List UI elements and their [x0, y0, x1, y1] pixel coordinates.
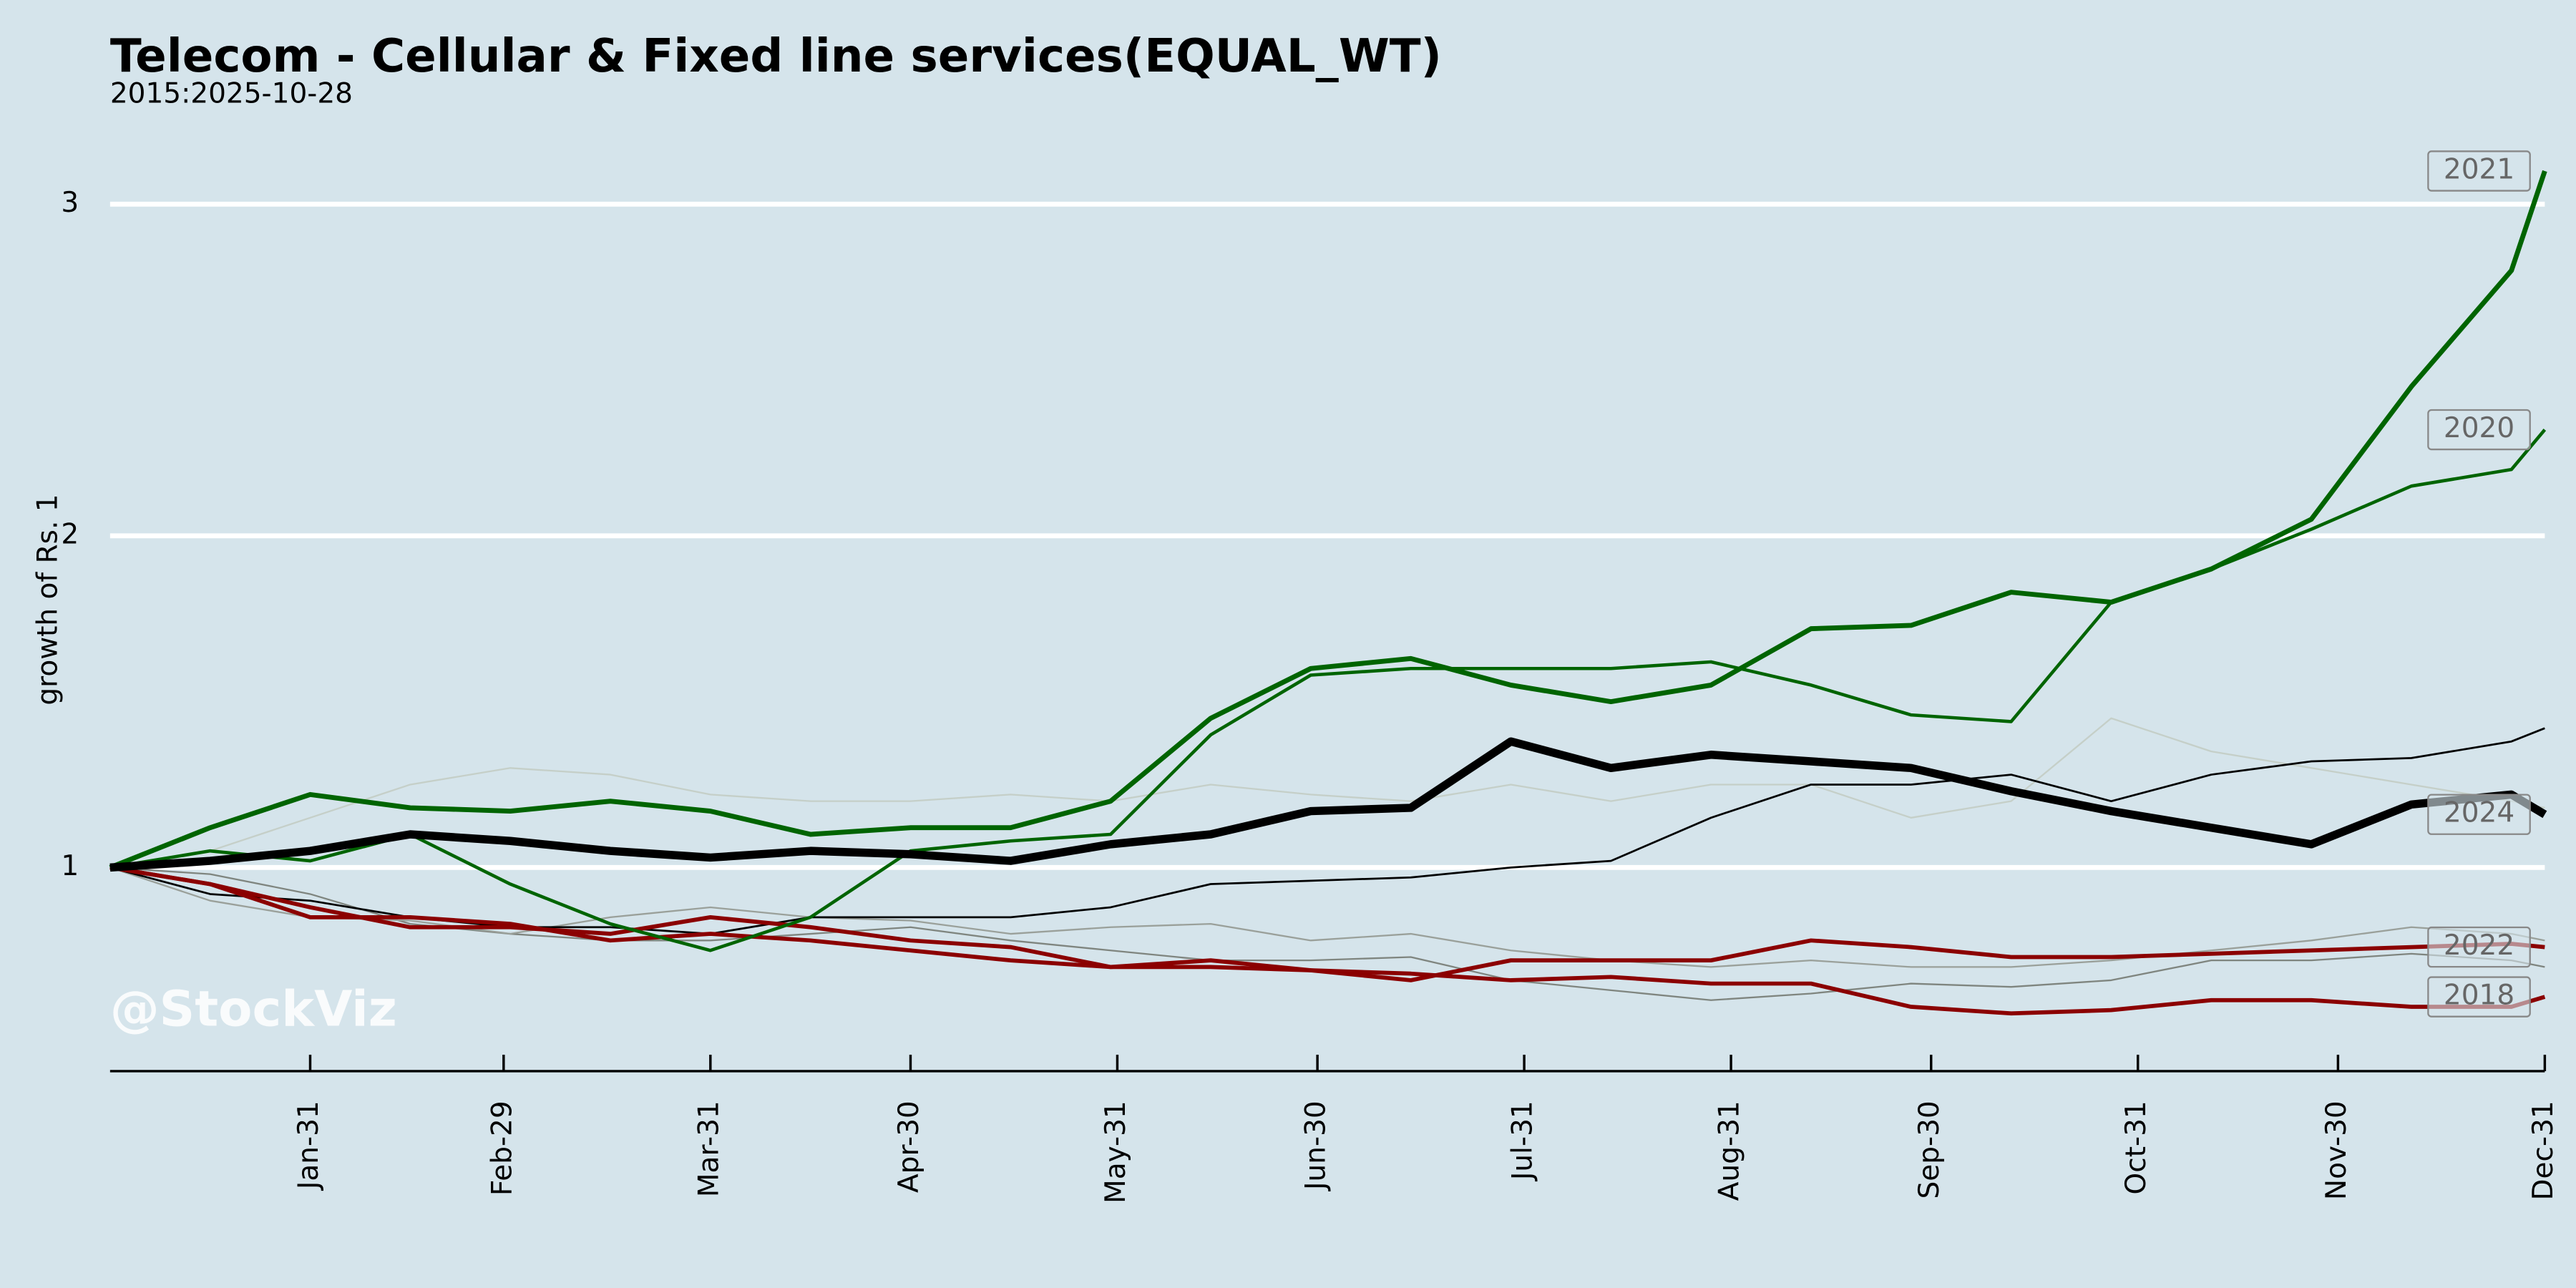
x-tick-label: Dec-31 [2527, 1101, 2560, 1200]
series-line [109, 737, 2547, 872]
x-tick-label: Jul-31 [1507, 1101, 1539, 1182]
x-tick-label: Oct-31 [2120, 1101, 2152, 1194]
x-tick-label: Feb-29 [486, 1101, 518, 1196]
series-line [109, 865, 2545, 982]
chart-title: Telecom - Cellular & Fixed line services… [110, 29, 1442, 83]
x-tick-label: Mar-31 [693, 1101, 725, 1197]
series-line [109, 717, 2545, 869]
x-tick-label: Aug-31 [1714, 1101, 1746, 1201]
watermark: @StockViz [110, 980, 397, 1038]
series-end-label: 2021 [2427, 150, 2531, 192]
x-tick-label: Jun-30 [1300, 1101, 1332, 1192]
series-end-label-box [2427, 926, 2531, 968]
y-tick-label: 3 [61, 187, 79, 219]
series-end-label-text: 2021 [2444, 153, 2514, 185]
series-end-label-text: 2020 [2444, 412, 2514, 444]
series-end-label: 2022 [2427, 926, 2531, 968]
series-end-label-box [2427, 409, 2531, 451]
series-line [109, 867, 2545, 1001]
y-tick-label: 1 [61, 850, 79, 882]
series-line [109, 867, 2545, 968]
x-tick-label: Apr-30 [893, 1101, 925, 1193]
series-end-label: 2024 [2427, 794, 2531, 835]
series-end-label-text: 2024 [2444, 797, 2514, 829]
series-end-label-box [2427, 976, 2531, 1018]
y-tick-label: 2 [61, 518, 79, 550]
x-tick-label: Nov-30 [2321, 1101, 2353, 1200]
series-end-label-box [2427, 150, 2531, 192]
series-line [109, 170, 2547, 870]
chart-subtitle: 2015:2025-10-28 [110, 78, 353, 110]
y-axis-label: growth of Rs. 1 [31, 494, 64, 705]
x-tick-label: May-31 [1100, 1101, 1132, 1204]
series-end-label: 2018 [2427, 976, 2531, 1018]
series-end-label: 2020 [2427, 409, 2531, 451]
x-tick-label: Jan-31 [293, 1101, 325, 1191]
series-end-label-box [2427, 794, 2531, 835]
series-end-label-text: 2018 [2444, 980, 2514, 1012]
series-end-label-text: 2022 [2444, 930, 2514, 962]
x-tick-label: Sep-30 [1913, 1101, 1946, 1199]
